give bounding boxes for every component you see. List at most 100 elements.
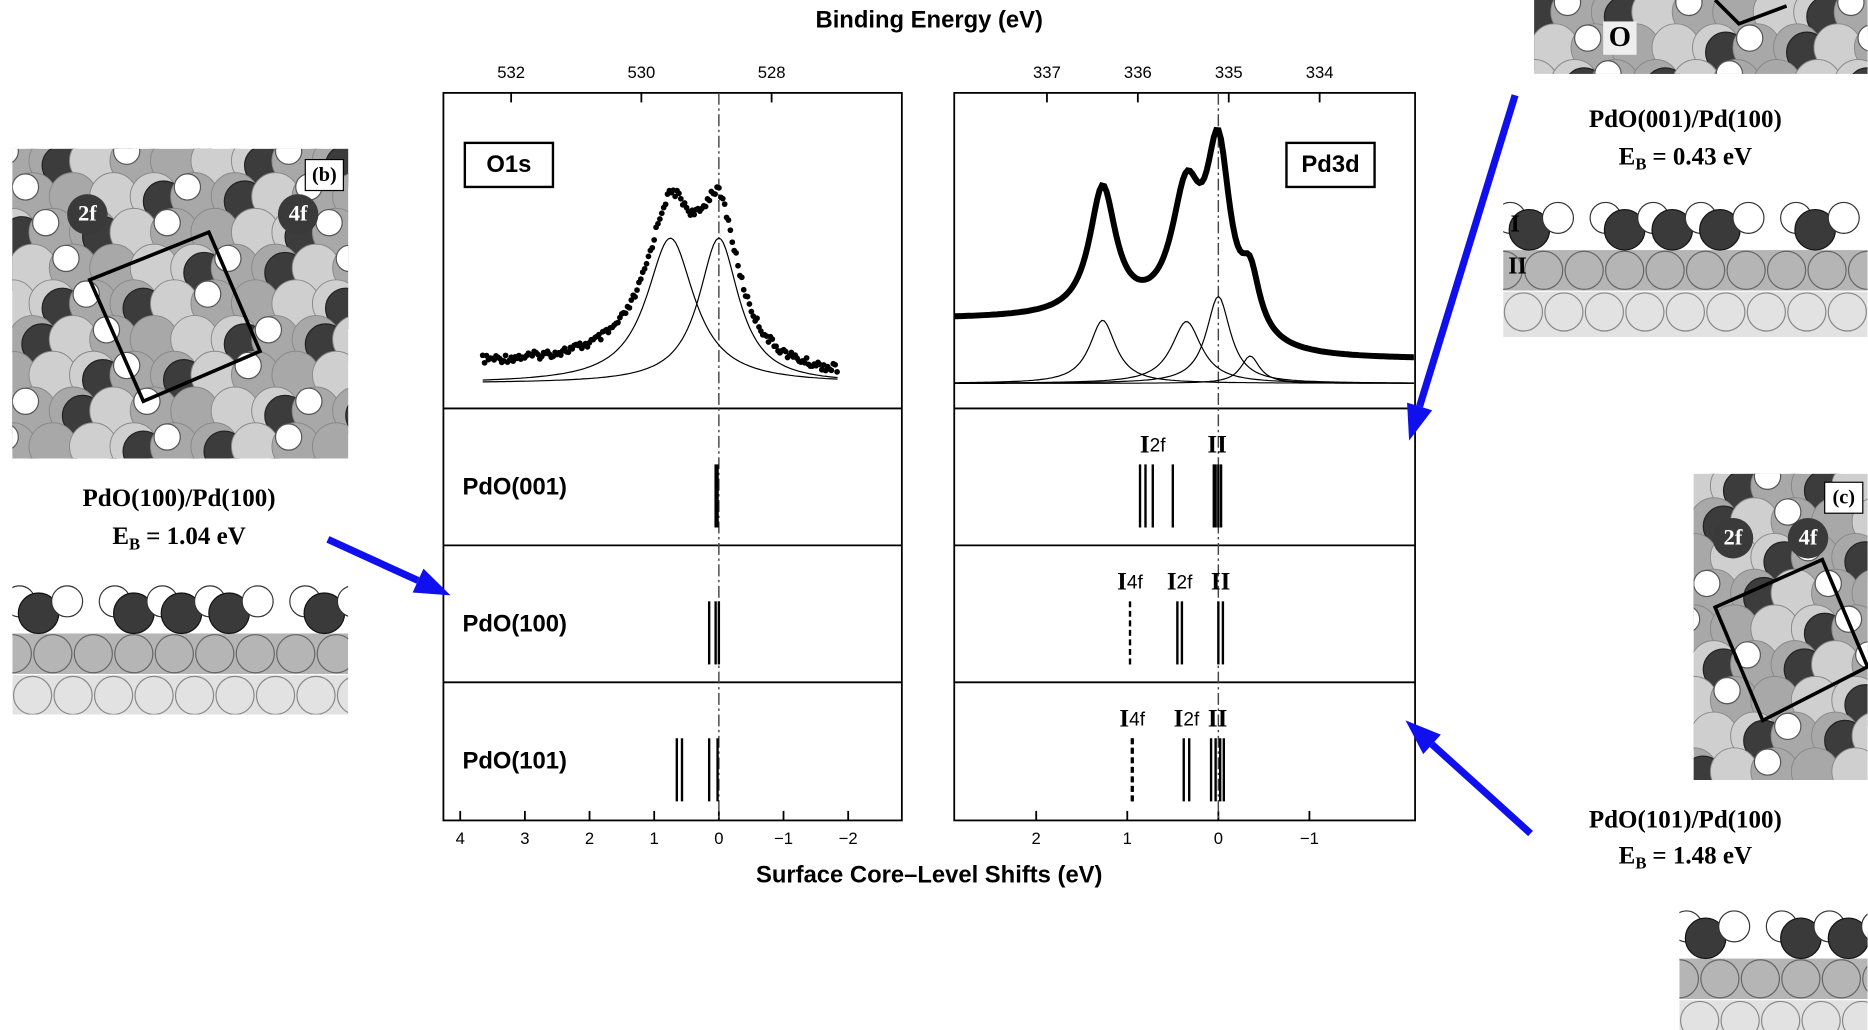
bottom-tick-label: −2 (839, 829, 858, 848)
atom-oxygen (51, 585, 84, 618)
atom (1645, 250, 1685, 290)
atom (1552, 59, 1597, 74)
bottom-tick-label: 0 (1214, 829, 1223, 848)
spectrum-point (740, 286, 747, 293)
model-group (12, 101, 426, 506)
site-label: II (1207, 431, 1226, 458)
atom (353, 423, 401, 471)
layer-low (1503, 291, 1868, 337)
bottom-tick-label: 3 (520, 829, 529, 848)
spectrum-point (481, 359, 488, 366)
spectrum-point (748, 308, 755, 315)
bottom-tick-label: 1 (1123, 829, 1132, 848)
atom-oxygen (12, 425, 19, 449)
atom (1629, 605, 1677, 653)
atom-oxygen (1693, 607, 1701, 631)
unit-cell (87, 229, 263, 404)
atom (134, 675, 174, 715)
atom (373, 458, 421, 506)
spectrum-point (733, 250, 739, 256)
atom (1584, 292, 1625, 332)
atom-oxygen (254, 316, 283, 344)
atom (373, 387, 421, 435)
atom (1821, 959, 1861, 999)
atom (358, 635, 396, 673)
atom (1685, 250, 1726, 290)
atom (1814, 95, 1862, 143)
atom (1812, 784, 1860, 832)
arrow-head (1407, 402, 1433, 441)
site-label-main: II (1208, 705, 1227, 732)
core-level-label: O1s (486, 151, 531, 178)
atom (353, 280, 401, 328)
atom (1629, 748, 1677, 796)
atom-oxygen (274, 423, 303, 451)
atom (1760, 1000, 1801, 1030)
atom (230, 148, 240, 150)
spectrum-point (738, 274, 745, 281)
bottom-tick-label: 1 (650, 829, 659, 848)
spectrum-point (677, 195, 684, 202)
energy-subscript: B (1635, 853, 1646, 872)
row-label: PdO(100) (462, 610, 566, 637)
atom (332, 387, 349, 434)
top-tick-label: 336 (1124, 63, 1152, 82)
atom (27, 148, 38, 150)
site-label: I4f (1119, 705, 1145, 732)
atom (149, 148, 159, 150)
spectrum-point (597, 336, 604, 343)
atom-dark (386, 110, 426, 150)
site-marker (277, 194, 319, 235)
atom (1524, 250, 1564, 290)
atom (114, 634, 154, 674)
component-peak (954, 355, 1414, 385)
atom-dark (1568, 67, 1600, 74)
top-tick-label: 334 (1306, 63, 1334, 82)
atom-dark (114, 148, 132, 151)
atom (1625, 292, 1665, 332)
spectrum-point (769, 336, 776, 342)
atom-oxygen (295, 387, 323, 415)
spectrum-point (676, 190, 682, 197)
spectrum-point (502, 352, 509, 359)
atom (12, 675, 53, 715)
atom (1766, 250, 1807, 290)
model-group (12, 585, 396, 715)
atom (1706, 292, 1746, 332)
core-level-box (1285, 141, 1376, 189)
atom (1534, 59, 1557, 74)
atom (12, 634, 33, 674)
atom (333, 101, 381, 149)
atom (1720, 1000, 1760, 1030)
site-label-sub: 4f (1127, 572, 1144, 593)
spectrum-point (832, 361, 839, 368)
atom-oxygen (1815, 785, 1841, 811)
bottom-tick-label: −1 (774, 829, 793, 848)
energy-value: = 0.43 eV (1652, 143, 1752, 170)
atom (1650, 426, 1698, 474)
model-group (1534, 0, 1868, 144)
spectrum-point (655, 220, 661, 227)
top-tick-label: 532 (497, 63, 525, 82)
atom (1564, 250, 1604, 290)
atom (373, 316, 421, 364)
atom-oxygen (1553, 0, 1582, 17)
atom-oxygen (255, 102, 281, 128)
spectrum-point (662, 201, 669, 208)
row-label: PdO(101) (462, 747, 566, 774)
atom-oxygen (1713, 676, 1741, 705)
energy-value: = 1.04 eV (146, 523, 246, 550)
site-marker (1603, 21, 1637, 55)
atom-dark (1827, 104, 1867, 144)
binding-energy: EB = 1.04 eV (112, 523, 245, 553)
spectrum-point (706, 197, 713, 204)
atom-oxygen (1693, 569, 1721, 598)
atom (93, 675, 134, 715)
site-label: I2f (1140, 431, 1166, 458)
spectrum-point (803, 355, 810, 361)
core-level-box (463, 141, 555, 189)
layer-label: I (1510, 212, 1519, 238)
atom (1633, 59, 1678, 74)
atom (1679, 959, 1700, 999)
atom-dark (1784, 792, 1824, 832)
